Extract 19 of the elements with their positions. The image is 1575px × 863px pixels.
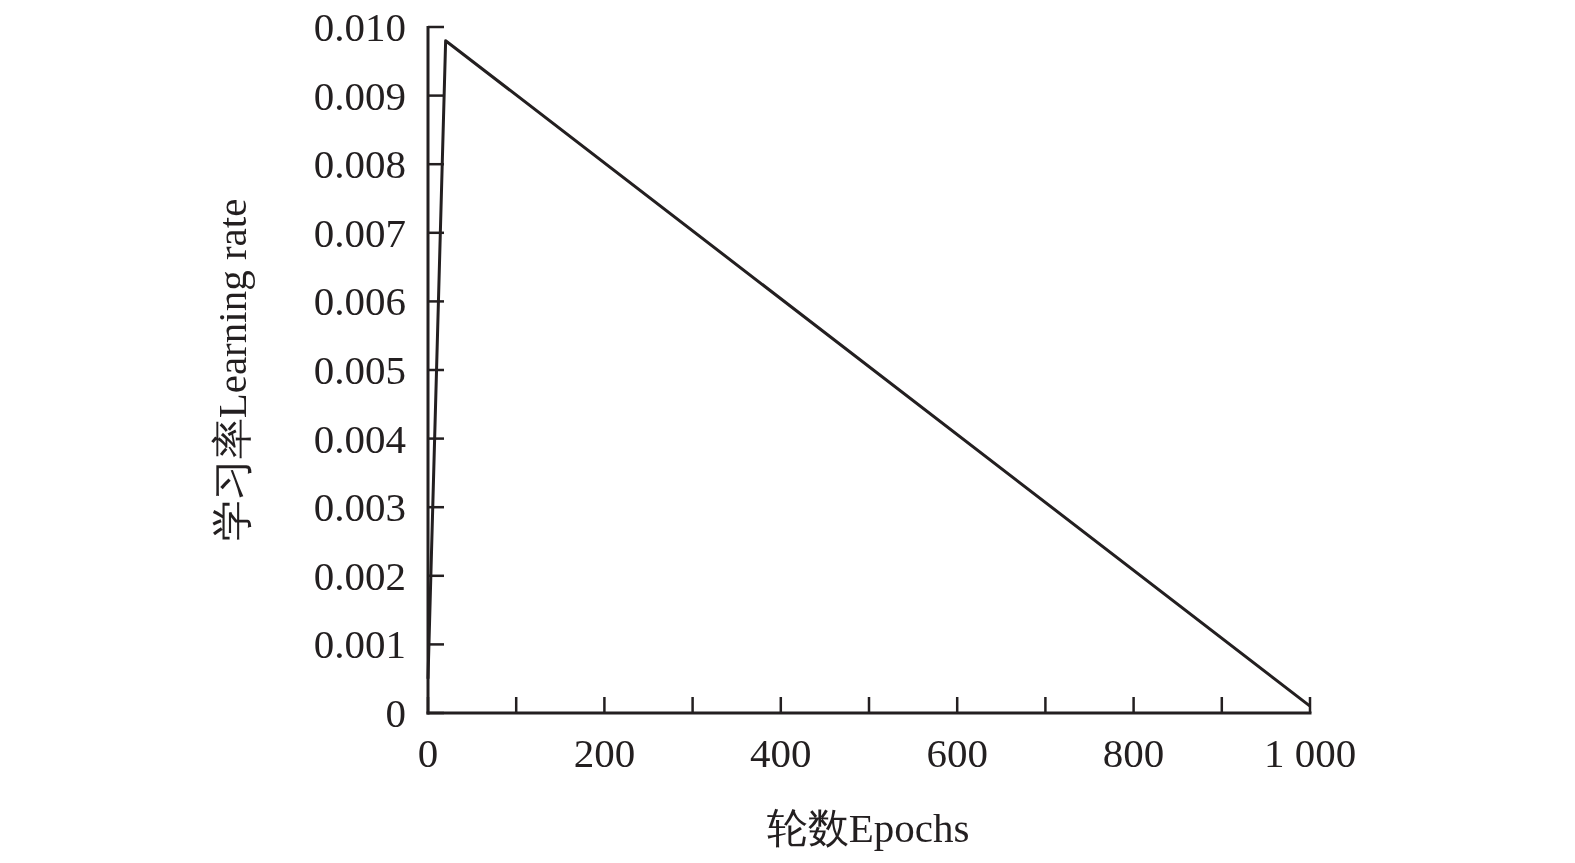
y-tick-label: 0.004: [313, 415, 406, 462]
x-tick-label: 1 000: [1263, 730, 1357, 776]
y-tick-label: 0.010: [313, 4, 406, 50]
y-tick-label: 0.003: [313, 484, 406, 531]
x-tick-label: 200: [573, 730, 636, 776]
y-tick-label: 0: [385, 690, 406, 736]
x-tick-label: 800: [1102, 730, 1165, 776]
y-tick-label: 0.009: [313, 72, 406, 119]
y-axis-title: 学习率Learning rate: [209, 198, 255, 542]
y-tick-label: 0.007: [313, 209, 406, 256]
y-tick-label: 0.006: [313, 278, 406, 325]
x-tick-label: 0: [417, 730, 439, 776]
y-tick-label: 0.005: [313, 347, 406, 393]
x-tick-label: 600: [926, 730, 988, 776]
y-tick-label: 0.001: [313, 621, 406, 668]
x-tick-label: 400: [750, 730, 812, 776]
x-axis-title: 轮数Epochs: [766, 805, 970, 851]
y-tick-label: 0.008: [313, 141, 406, 188]
y-tick-label: 0.002: [313, 552, 406, 599]
